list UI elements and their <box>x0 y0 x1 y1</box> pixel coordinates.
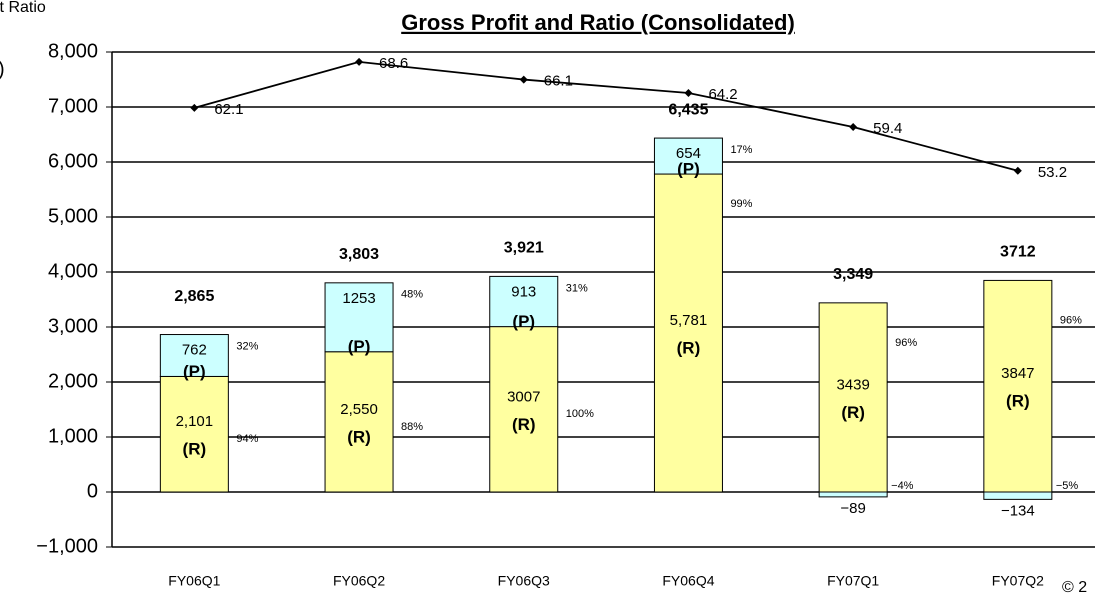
data-label: 762 <box>182 342 207 359</box>
ratio-label: 31% <box>566 282 588 294</box>
x-tick-label: FY06Q3 <box>498 573 550 589</box>
bar <box>489 326 559 493</box>
y-tick-label: 3,000 <box>48 315 98 337</box>
line-label: 62.1 <box>214 101 243 118</box>
marker <box>519 75 528 84</box>
data-label: −89 <box>840 500 865 517</box>
total-label: 3,803 <box>339 246 379 263</box>
ratio-label: 94% <box>236 433 258 445</box>
ratio-label: 99% <box>730 198 752 210</box>
line-label: 68.6 <box>379 55 408 72</box>
ratio-label: 96% <box>1060 314 1082 326</box>
marker <box>1013 166 1022 175</box>
data-label: 913 <box>511 283 536 300</box>
series-tag: (P) <box>348 337 371 356</box>
bar <box>489 275 559 328</box>
line-label: 53.2 <box>1038 164 1067 181</box>
marker <box>849 122 858 131</box>
x-tick-label: FY06Q4 <box>662 573 714 589</box>
data-label: 2,101 <box>176 413 214 430</box>
y-tick-label: 1,000 <box>48 425 98 447</box>
ratio-label: 32% <box>236 340 258 352</box>
total-label: 2,865 <box>174 288 214 305</box>
chart-title: Gross Profit and Ratio (Consolidated) <box>401 10 795 35</box>
y-tick-label: 0 <box>87 480 98 502</box>
ratio-label: 100% <box>566 408 594 420</box>
total-label: 6,435 <box>668 101 708 118</box>
data-label: 3439 <box>836 376 869 393</box>
marker <box>684 89 693 98</box>
data-label: 5,781 <box>670 312 708 329</box>
data-label: 654 <box>676 145 701 162</box>
data-label: 1253 <box>342 290 375 307</box>
series-tag: (P) <box>677 160 700 179</box>
y-tick-label: 7,000 <box>48 95 98 117</box>
y-tick-label: 5,000 <box>48 205 98 227</box>
bar <box>983 279 1053 493</box>
ratio-label: 48% <box>401 289 423 301</box>
y-tick-label: 2,000 <box>48 370 98 392</box>
data-label: 3847 <box>1001 365 1034 382</box>
total-label: 3,921 <box>504 240 544 257</box>
series-tag: (R) <box>347 427 371 446</box>
marker <box>190 103 199 112</box>
series-tag: (R) <box>841 403 865 422</box>
series-tag: (R) <box>512 415 536 434</box>
bar <box>653 137 723 175</box>
y-tick-label: 8,000 <box>48 40 98 62</box>
line <box>194 60 1019 172</box>
y-tick-label: 4,000 <box>48 260 98 282</box>
bar <box>324 282 394 353</box>
series-tag: (R) <box>1006 392 1030 411</box>
data-label: 3007 <box>507 388 540 405</box>
y-tick-label: 6,000 <box>48 150 98 172</box>
ratio-label: 17% <box>730 144 752 156</box>
ratio-label: 96% <box>895 337 917 349</box>
ratio-label: −5% <box>1056 480 1079 492</box>
total-label: 3,349 <box>833 266 873 283</box>
x-tick-label: FY06Q1 <box>168 573 220 589</box>
x-tick-label: FY07Q1 <box>827 573 879 589</box>
bar <box>324 351 394 493</box>
bar <box>983 491 1053 500</box>
series-tag: (P) <box>512 312 535 331</box>
bar <box>159 375 229 493</box>
bar <box>818 491 888 498</box>
annotation: it Ratio <box>0 0 46 16</box>
bar <box>653 173 723 493</box>
line-label: 64.2 <box>708 86 737 103</box>
total-label: 3712 <box>1000 244 1036 261</box>
bar <box>159 334 229 377</box>
y-tick-label: −1,000 <box>36 535 98 557</box>
ratio-label: 88% <box>401 421 423 433</box>
series-tag: (R) <box>677 339 701 358</box>
x-tick-label: FY06Q2 <box>333 573 385 589</box>
annotation: © 2 <box>1062 579 1087 595</box>
series-tag: (P) <box>183 362 206 381</box>
ratio-label: −4% <box>891 480 914 492</box>
data-label: 2,550 <box>340 401 378 418</box>
data-label: −134 <box>1001 502 1035 519</box>
marker <box>355 57 364 66</box>
line-label: 59.4 <box>873 120 902 137</box>
annotation: ) <box>0 58 5 80</box>
x-tick-label: FY07Q2 <box>992 573 1044 589</box>
series-tag: (R) <box>183 440 207 459</box>
bar <box>818 302 888 493</box>
line-label: 66.1 <box>544 73 573 90</box>
